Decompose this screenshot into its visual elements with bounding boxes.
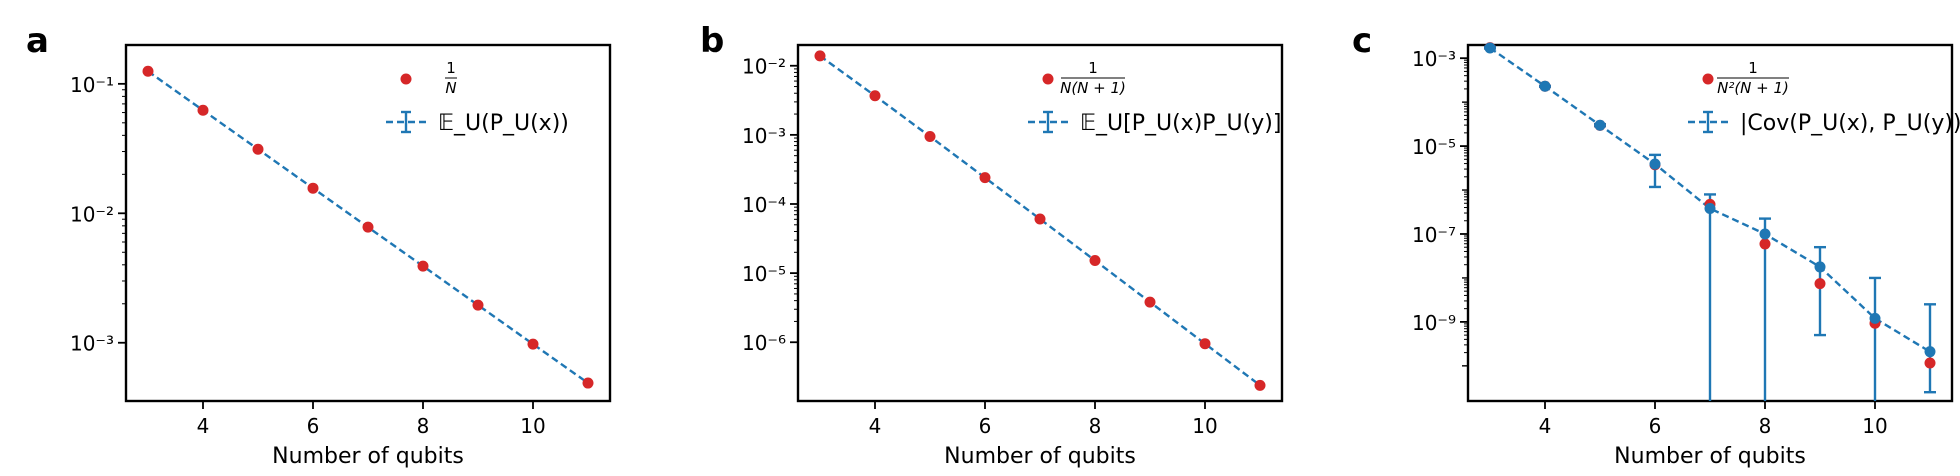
measured-point xyxy=(1704,203,1716,215)
theory-point xyxy=(979,172,991,184)
panel-a: a 4 6 8 10 10⁻¹ 10⁻² 10⁻³ Number of qubits 1 N 𝔼_U(… xyxy=(26,21,612,469)
theory-point xyxy=(252,143,264,155)
x-tick-label: 6 xyxy=(979,414,992,438)
panel-letter: b xyxy=(700,21,724,61)
legend-fraction-numerator: 1 xyxy=(446,59,456,77)
plot-frame xyxy=(796,43,1284,403)
x-tick-label: 6 xyxy=(307,414,320,438)
legend-line-label: 𝔼_U[P_U(x)P_U(y)] xyxy=(1080,111,1281,136)
y-tick-label: 10⁻³ xyxy=(742,124,786,148)
measured-point xyxy=(1759,228,1771,240)
y-tick-label: 10⁻³ xyxy=(70,332,114,356)
theory-point xyxy=(1144,296,1156,308)
y-tick-label: 10⁻⁵ xyxy=(742,262,786,286)
measured-series-line xyxy=(1489,46,1931,353)
theory-point xyxy=(869,90,881,102)
legend-fraction-numerator: 1 xyxy=(1088,59,1098,77)
theory-point xyxy=(1814,278,1826,290)
x-tick-label: 10 xyxy=(520,414,545,438)
theory-point xyxy=(1254,379,1266,391)
measured-point xyxy=(1649,158,1661,170)
theory-point xyxy=(1759,238,1771,250)
theory-point xyxy=(924,130,936,142)
measured-point xyxy=(1924,346,1936,358)
measured-series-line xyxy=(819,54,1261,387)
x-tick-label: 8 xyxy=(1759,414,1772,438)
y-tick-label: 10⁻⁵ xyxy=(1412,135,1456,159)
panel-letter: a xyxy=(26,21,49,61)
legend-fraction-denominator: N(N + 1) xyxy=(1060,79,1126,97)
x-tick-label: 10 xyxy=(1192,414,1217,438)
y-tick-label: 10⁻⁴ xyxy=(742,193,786,217)
measured-point xyxy=(1484,42,1496,54)
legend: 1 N 𝔼_U(P_U(x)) xyxy=(386,59,569,136)
y-tick-label: 10⁻⁶ xyxy=(742,331,786,355)
legend: 1 N(N + 1) 𝔼_U[P_U(x)P_U(y)] xyxy=(1028,59,1281,136)
theory-point xyxy=(527,338,539,350)
legend-fraction-denominator: N²(N + 1) xyxy=(1717,79,1789,97)
x-tick-label: 4 xyxy=(197,414,210,438)
panel-c: c 4 6 8 10 10⁻³ 10⁻⁵ 10⁻⁷ 10⁻⁹ Number of qubits 1 N… xyxy=(1352,21,1960,469)
legend: 1 N²(N + 1) |Cov(P_U(x), P_U(y))| xyxy=(1688,59,1960,136)
legend-line-label: |Cov(P_U(x), P_U(y))| xyxy=(1740,111,1960,136)
measured-point xyxy=(1814,261,1826,273)
theory-point xyxy=(1034,213,1046,225)
theory-point xyxy=(1924,357,1936,369)
y-tick-label: 10⁻⁷ xyxy=(1412,223,1456,247)
theory-point xyxy=(1089,255,1101,267)
x-tick-label: 4 xyxy=(869,414,882,438)
theory-point xyxy=(197,104,209,116)
y-tick-label: 10⁻² xyxy=(70,202,114,226)
legend-dot-marker xyxy=(400,73,412,85)
legend-dot-marker xyxy=(1702,73,1714,85)
legend-fraction-denominator: N xyxy=(445,79,456,97)
x-tick-label: 4 xyxy=(1539,414,1552,438)
legend-fraction-numerator: 1 xyxy=(1748,59,1758,77)
x-tick-label: 10 xyxy=(1862,414,1887,438)
x-axis-label: Number of qubits xyxy=(272,444,464,469)
measured-point xyxy=(1594,119,1606,131)
x-tick-label: 8 xyxy=(417,414,430,438)
theory-point xyxy=(417,260,429,272)
panel-letter: c xyxy=(1352,21,1372,61)
x-tick-label: 8 xyxy=(1089,414,1102,438)
panel-b: b 4 6 8 10 10⁻² 10⁻³ 10⁻⁴ 10⁻⁵ 10⁻⁶ Number of qubi… xyxy=(700,21,1284,469)
legend-dot-marker xyxy=(1042,73,1054,85)
theory-point xyxy=(582,377,594,389)
y-tick-label: 10⁻³ xyxy=(1412,47,1456,71)
measured-point xyxy=(1539,80,1551,92)
theory-point xyxy=(472,299,484,311)
theory-point xyxy=(362,221,374,233)
theory-point xyxy=(307,182,319,194)
y-tick-label: 10⁻² xyxy=(742,55,786,79)
plot-frame xyxy=(124,43,612,403)
x-axis-label: Number of qubits xyxy=(944,444,1136,469)
x-axis-label: Number of qubits xyxy=(1614,444,1806,469)
y-tick-label: 10⁻⁹ xyxy=(1412,311,1456,335)
legend-line-label: 𝔼_U(P_U(x)) xyxy=(438,111,569,136)
x-tick-label: 6 xyxy=(1649,414,1662,438)
theory-point xyxy=(142,65,154,77)
theory-point xyxy=(1199,338,1211,350)
y-tick-label: 10⁻¹ xyxy=(70,73,114,97)
theory-point xyxy=(814,50,826,62)
measured-point xyxy=(1869,312,1881,324)
